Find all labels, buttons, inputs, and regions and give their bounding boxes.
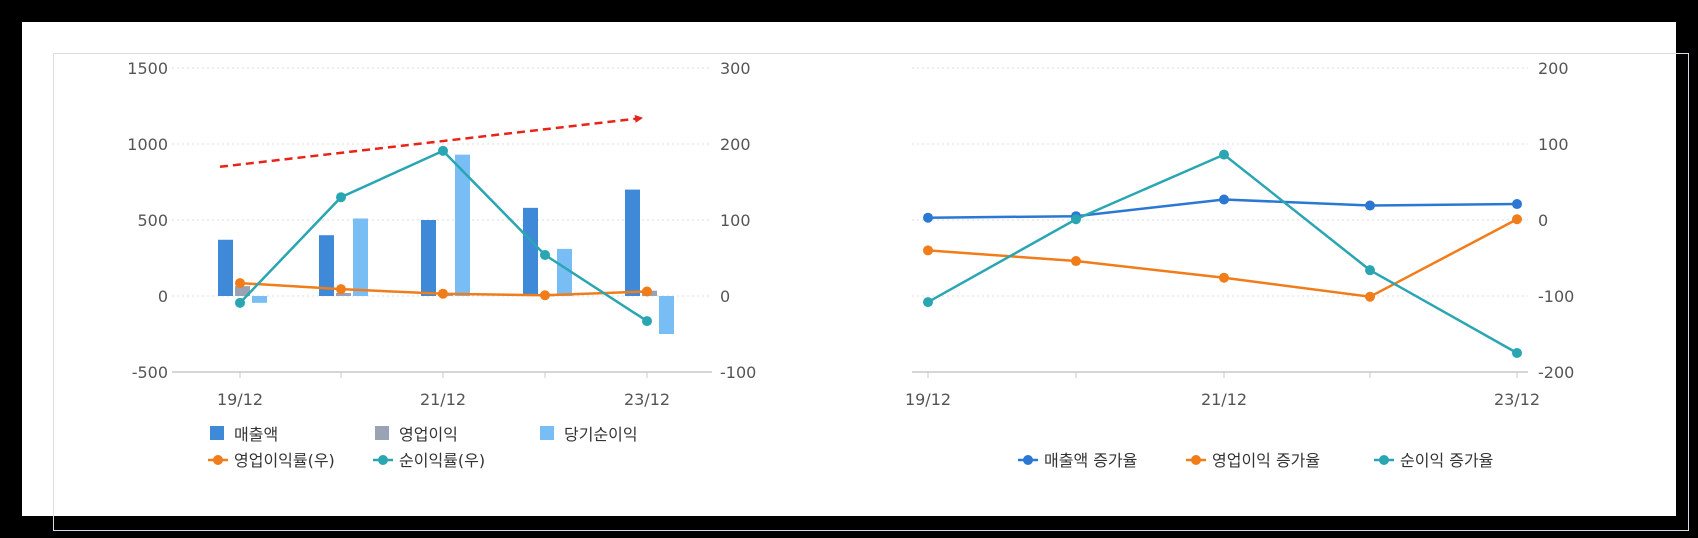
chart1-bar (557, 248, 572, 296)
chart2-series-line (927, 218, 1518, 299)
chart2-series-point (1071, 256, 1081, 267)
chart1-series-point (438, 288, 448, 299)
chart1-right-tick-label: -100 (720, 363, 756, 382)
chart2-x-tick-label: 19/12 (905, 390, 951, 409)
chart1-series-point (642, 286, 652, 297)
chart2-series-point (1365, 200, 1375, 211)
chart1-bar (319, 235, 334, 296)
chart2-series-point (1219, 272, 1229, 283)
chart1-right-tick-label: 0 (720, 287, 730, 306)
chart2-right-tick-label: -100 (1538, 287, 1574, 306)
chart1-left-tick-label: 0 (158, 287, 168, 306)
chart1-left-tick-label: 1500 (127, 59, 168, 78)
chart1-left-tick-label: 500 (137, 211, 168, 230)
legend-point-swatch (1379, 455, 1389, 465)
chart1-bar (218, 239, 233, 296)
chart1-trend-arrow (219, 114, 643, 169)
legend-swatch (210, 426, 224, 440)
chart1-x-tick-label: 19/12 (217, 390, 263, 409)
chart2-series-point (923, 212, 933, 223)
legend-swatch (375, 426, 389, 440)
chart2-series-point (1365, 291, 1375, 302)
chart2-series-point (1071, 214, 1081, 225)
chart1-left-tick-label: 1000 (127, 135, 168, 154)
chart2-x-tick-label: 21/12 (1201, 390, 1247, 409)
legend-label: 매출액 증가율 (1044, 451, 1137, 470)
chart2-series-line (927, 153, 1518, 355)
chart1-bar (523, 207, 538, 296)
legend-swatch (540, 426, 554, 440)
legend-label: 당기순이익 (564, 425, 638, 444)
chart2-right-tick-label: 200 (1538, 59, 1569, 78)
legend-label: 영업이익 증가율 (1212, 451, 1320, 470)
chart2-x-tick-label: 23/12 (1494, 390, 1540, 409)
chart1-bar (659, 296, 674, 334)
legend-label: 순이익 증가율 (1400, 451, 1493, 470)
chart1-right-tick-label: 300 (720, 59, 751, 78)
legend-point-swatch (1023, 455, 1033, 465)
legend-label: 매출액 (234, 425, 278, 444)
legend-label: 순이익률(우) (399, 451, 485, 470)
chart2-right-tick-label: 100 (1538, 135, 1569, 154)
chart1-series-point (540, 249, 550, 260)
chart2-series-point (1512, 199, 1522, 210)
chart1-series-point (235, 278, 245, 289)
chart1-series-point (336, 284, 346, 295)
chart2-series-point (1512, 348, 1522, 358)
chart1-right-tick-label: 100 (720, 211, 751, 230)
chart1-series-point (336, 192, 346, 203)
chart1-series-point (235, 297, 245, 308)
chart1-bar (421, 220, 436, 296)
chart1-bar (353, 218, 368, 296)
chart2-right-tick-label: 0 (1538, 211, 1548, 230)
chart1-bar (235, 286, 250, 296)
chart2-series-point (1512, 214, 1522, 225)
legend-label: 영업이익률(우) (234, 451, 335, 470)
chart2-series-point (923, 297, 933, 308)
chart2-group: 200 100 0 -100 -200 19/12 21/12 23/12 매출액 증가율 영업이… (905, 59, 1574, 470)
chart1-x-tick-label: 23/12 (624, 390, 670, 409)
chart1-series-point (642, 316, 652, 327)
chart-panel (53, 53, 1689, 531)
chart-frame (22, 22, 1689, 531)
chart1-series-point (438, 145, 448, 156)
legend-point-swatch (1191, 455, 1201, 465)
chart1-bar (625, 189, 640, 296)
chart2-series-point (1365, 265, 1375, 276)
legend-label: 영업이익 (399, 425, 458, 444)
chart1-bar (252, 296, 267, 303)
chart1-bar (455, 154, 470, 296)
chart2-series-point (923, 245, 933, 256)
chart1-series-point (540, 290, 550, 301)
chart2-series-point (1219, 194, 1229, 205)
chart1-bar (336, 292, 351, 296)
legend-point-swatch (378, 455, 388, 465)
chart1-right-tick-label: 200 (720, 135, 751, 154)
chart1-x-tick-label: 21/12 (420, 390, 466, 409)
chart1-left-tick-label: -500 (132, 363, 168, 382)
chart2-right-tick-label: -200 (1538, 363, 1574, 382)
chart2-series-point (1219, 149, 1229, 160)
legend-point-swatch (213, 455, 223, 465)
